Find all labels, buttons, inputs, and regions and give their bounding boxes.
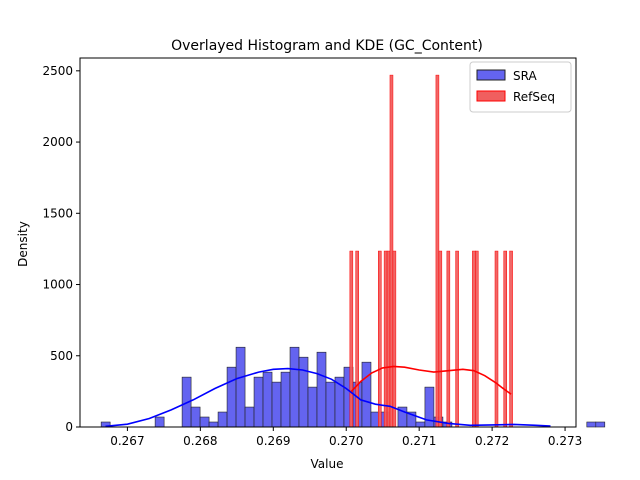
sra-bar <box>307 386 318 428</box>
sra-bar <box>235 346 246 428</box>
x-tick-label: 0.268 <box>183 434 217 448</box>
sra-bar <box>280 371 291 428</box>
refseq-bar <box>503 250 507 428</box>
refseq-bar <box>378 250 382 428</box>
sra-bar <box>316 351 327 428</box>
sra-bar <box>415 421 426 428</box>
refseq-bar <box>494 250 499 428</box>
x-tick-label: 0.271 <box>402 434 436 448</box>
sra-bar <box>253 376 264 428</box>
sra-bar <box>325 381 336 428</box>
refseq-bar <box>509 250 513 428</box>
refseq-bar <box>472 250 476 428</box>
y-tick-label: 2000 <box>42 135 73 149</box>
x-tick-label: 0.269 <box>256 434 290 448</box>
y-axis-label: Density <box>16 221 30 267</box>
plot-area: 0.267 0.268 0.269 0.270 0.271 0.272 0.273 0 500 1… <box>42 57 606 448</box>
sra-bar <box>154 416 165 428</box>
axes-frame <box>79 57 577 428</box>
sra-bar <box>244 406 255 428</box>
y-tick-label: 1500 <box>42 206 73 220</box>
chart-title: Overlayed Histogram and KDE (GC_Content) <box>171 38 483 54</box>
refseq-bar <box>355 250 359 428</box>
refseq-bar <box>446 250 451 428</box>
sra-bar <box>226 366 237 428</box>
sra-bar <box>262 371 273 428</box>
y-tick-label: 1000 <box>42 278 73 292</box>
x-tick-label: 0.273 <box>548 434 582 448</box>
sra-bar <box>217 411 228 428</box>
refseq-bar <box>438 250 443 428</box>
x-tick-label: 0.267 <box>110 434 144 448</box>
refseq-bar <box>349 250 354 428</box>
sra-bar <box>208 421 219 428</box>
sra-bar <box>298 356 309 428</box>
refseq-bar <box>383 250 388 428</box>
refseq-bar <box>435 74 440 428</box>
y-tick-label: 500 <box>50 349 73 363</box>
x-axis-label: Value <box>311 457 344 471</box>
sra-bar <box>289 346 300 428</box>
legend: SRA RefSeq <box>469 61 572 113</box>
sra-bar <box>271 381 282 428</box>
refseq-bar <box>475 250 479 428</box>
x-tick-label: 0.272 <box>475 434 509 448</box>
refseq-bar <box>392 250 397 428</box>
sra-kde-line <box>105 367 551 428</box>
sra-bar <box>586 421 597 428</box>
y-tick-label: 0 <box>65 420 73 434</box>
legend-label-refseq: RefSeq <box>513 90 555 104</box>
legend-label-sra: SRA <box>513 69 537 83</box>
legend-swatch-refseq <box>476 90 506 102</box>
x-tick-label: 0.270 <box>329 434 363 448</box>
legend-swatch-sra <box>476 69 506 81</box>
refseq-bar <box>386 250 391 428</box>
refseq-kde-line <box>350 365 512 395</box>
sra-bar <box>190 406 201 428</box>
refseq-bar <box>455 250 459 428</box>
y-tick-label: 2500 <box>42 64 73 78</box>
sra-bar <box>361 361 372 428</box>
sra-bar <box>595 421 606 428</box>
refseq-bar <box>389 74 394 428</box>
sra-bar <box>199 416 210 428</box>
